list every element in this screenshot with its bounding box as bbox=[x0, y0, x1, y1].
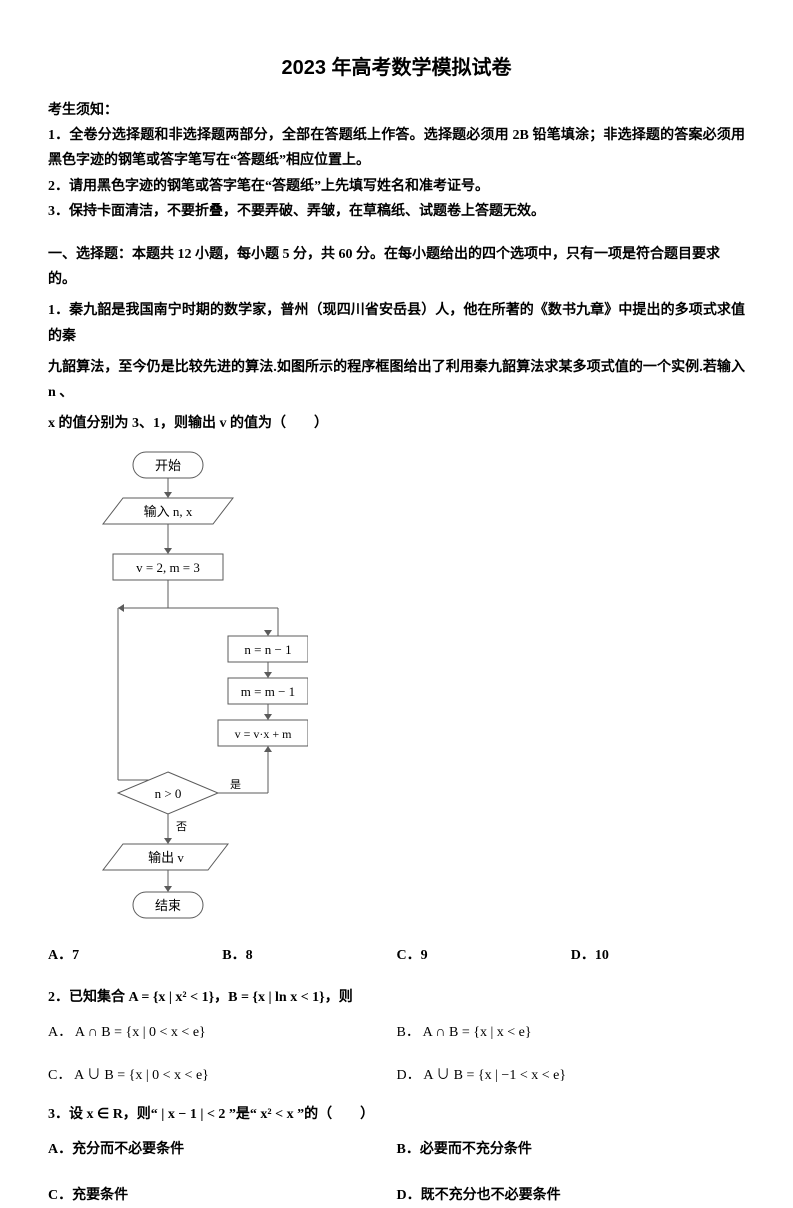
q3-opt-d: D．既不充分也不必要条件 bbox=[397, 1183, 746, 1208]
fc-output: 输出 v bbox=[148, 850, 184, 865]
q1-options: A．7 B．8 C．9 D．10 bbox=[48, 943, 745, 968]
notice-line-2: 2．请用黑色字迹的钢笔或答字笔在“答题纸”上先填写姓名和准考证号。 bbox=[48, 174, 745, 199]
q2-stem: 2．已知集合 A = {x | x² < 1}，B = {x | ln x < … bbox=[48, 985, 745, 1010]
fc-start: 开始 bbox=[155, 458, 181, 473]
q2-opt-a: A． A ∩ B = {x | 0 < x < e} bbox=[48, 1020, 397, 1045]
flowchart-diagram: 开始 输入 n, x v = 2, m = 3 n = n − 1 m = m … bbox=[78, 450, 308, 929]
q1-opt-a: A．7 bbox=[48, 943, 222, 968]
q2-options-row2: C． A ∪ B = {x | 0 < x < e} D． A ∪ B = {x… bbox=[48, 1063, 745, 1096]
q3-opt-c: C．充要条件 bbox=[48, 1183, 397, 1208]
q2-options-row1: A． A ∩ B = {x | 0 < x < e} B． A ∩ B = {x… bbox=[48, 1020, 745, 1053]
notice-line-3: 3．保持卡面清洁，不要折叠，不要弄破、弄皱，在草稿纸、试题卷上答题无效。 bbox=[48, 199, 745, 224]
notice-line-1: 1．全卷分选择题和非选择题两部分，全部在答题纸上作答。选择题必须用 2B 铅笔填… bbox=[48, 123, 745, 173]
page-title: 2023 年高考数学模拟试卷 bbox=[48, 50, 745, 86]
fc-end: 结束 bbox=[155, 898, 181, 913]
fc-step-v: v = v·x + m bbox=[235, 727, 293, 741]
q2-opt-b: B． A ∩ B = {x | x < e} bbox=[397, 1020, 746, 1045]
q3-options-row2: C．充要条件 D．既不充分也不必要条件 bbox=[48, 1183, 745, 1208]
q2-opt-d: D． A ∪ B = {x | −1 < x < e} bbox=[397, 1063, 746, 1088]
fc-cond: n > 0 bbox=[155, 786, 182, 801]
q3-stem: 3．设 x ∈ R，则“ | x − 1 | < 2 ”是“ x² < x ”的… bbox=[48, 1102, 745, 1127]
q3-opt-b: B．必要而不充分条件 bbox=[397, 1137, 746, 1162]
fc-no-label: 否 bbox=[176, 821, 187, 833]
q2-opt-c: C． A ∪ B = {x | 0 < x < e} bbox=[48, 1063, 397, 1088]
fc-step-m: m = m − 1 bbox=[241, 684, 295, 699]
q1-line-a: 1．秦九韶是我国南宁时期的数学家，普州（现四川省安岳县）人，他在所著的《数书九章… bbox=[48, 298, 745, 348]
section-1-intro: 一、选择题：本题共 12 小题，每小题 5 分，共 60 分。在每小题给出的四个… bbox=[48, 242, 745, 292]
q1-opt-d: D．10 bbox=[571, 943, 745, 968]
fc-step-n: n = n − 1 bbox=[244, 642, 291, 657]
q1-opt-c: C．9 bbox=[397, 943, 571, 968]
fc-yes-label: 是 bbox=[230, 778, 241, 791]
q1-opt-b: B．8 bbox=[222, 943, 396, 968]
notice-header: 考生须知： bbox=[48, 98, 745, 123]
fc-input: 输入 n, x bbox=[144, 504, 193, 519]
q3-opt-a: A．充分而不必要条件 bbox=[48, 1137, 397, 1162]
q1-line-c: x 的值分别为 3、1，则输出 v 的值为（ ） bbox=[48, 411, 745, 436]
q3-options-row1: A．充分而不必要条件 B．必要而不充分条件 bbox=[48, 1137, 745, 1162]
q1-line-b: 九韶算法，至今仍是比较先进的算法.如图所示的程序框图给出了利用秦九韶算法求某多项… bbox=[48, 355, 745, 405]
fc-init: v = 2, m = 3 bbox=[136, 560, 200, 575]
